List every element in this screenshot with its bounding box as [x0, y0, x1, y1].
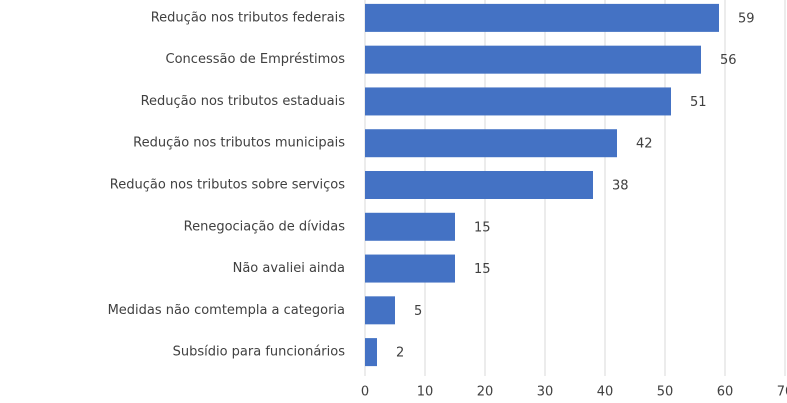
data-label: 5 — [414, 304, 422, 319]
y-tick-label: Redução nos tributos sobre serviços — [110, 178, 345, 193]
bar — [365, 338, 377, 367]
x-tick-label: 30 — [537, 385, 554, 400]
x-tick-label: 40 — [597, 385, 614, 400]
x-tick-label: 0 — [361, 385, 369, 400]
data-label: 15 — [474, 262, 491, 277]
y-tick-label: Redução nos tributos federais — [151, 10, 345, 25]
bar — [365, 129, 617, 158]
data-label: 59 — [738, 11, 755, 26]
bar — [365, 254, 455, 283]
y-tick-label: Redução nos tributos municipais — [133, 136, 345, 151]
x-tick-label: 20 — [477, 385, 494, 400]
y-tick-label: Renegociação de dívidas — [184, 219, 346, 234]
y-tick-label: Redução nos tributos estaduais — [141, 94, 346, 109]
data-label: 42 — [636, 137, 653, 152]
y-tick-label: Concessão de Empréstimos — [166, 52, 346, 67]
bar — [365, 296, 395, 325]
x-tick-label: 60 — [717, 385, 734, 400]
x-tick-label: 10 — [417, 385, 434, 400]
data-label: 51 — [690, 95, 707, 110]
bar — [365, 87, 671, 116]
data-label: 15 — [474, 220, 491, 235]
x-tick-label: 70 — [777, 385, 787, 400]
bar — [365, 212, 455, 241]
data-label: 56 — [720, 53, 737, 68]
x-tick-label: 50 — [657, 385, 674, 400]
data-label: 38 — [612, 179, 629, 194]
bar — [365, 3, 719, 32]
bar — [365, 45, 701, 74]
bar — [365, 171, 593, 199]
data-label: 2 — [396, 346, 404, 361]
y-tick-label: Subsídio para funcionários — [173, 345, 346, 360]
y-tick-label: Medidas não comtempla a categoria — [108, 303, 345, 318]
y-tick-label: Não avaliei ainda — [233, 261, 345, 276]
